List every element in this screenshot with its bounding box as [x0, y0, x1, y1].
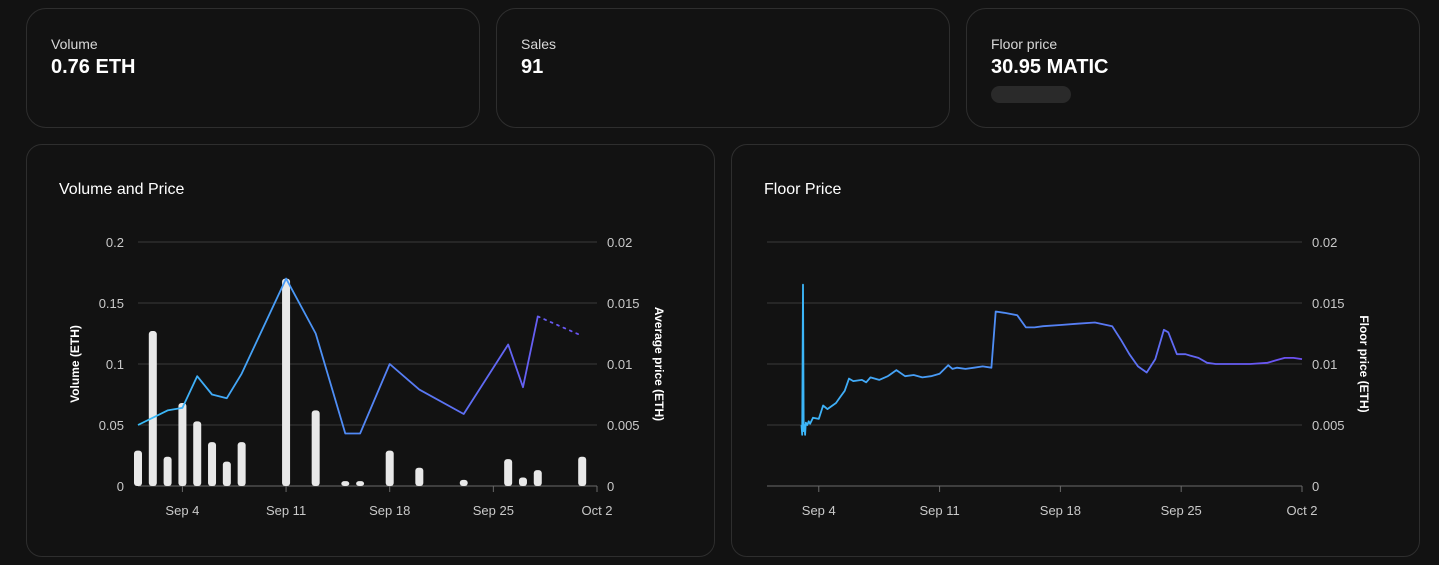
chart-title: Volume and Price [59, 181, 185, 198]
y2-tick-label: 0.015 [1312, 296, 1345, 311]
price-line [800, 283, 1303, 436]
x-tick-label: Sep 4 [165, 503, 199, 518]
y2-tick-label: 0.01 [607, 357, 632, 372]
volume-bar [504, 459, 513, 486]
volume-bar [193, 421, 202, 486]
x-tick-label: Sep 25 [473, 503, 514, 518]
stat-card-floor-price: Floor price 30.95 MATIC [966, 8, 1420, 128]
floor-price-card: Floor Price 0 0.005 0.01 0.015 0.02 Floor pri… [731, 144, 1420, 557]
projected-price-line [536, 315, 584, 337]
volume-bar [163, 456, 172, 486]
y2-tick-label: 0.015 [607, 296, 640, 311]
volume-bar [178, 403, 187, 486]
volume-bar [222, 461, 231, 486]
y2-tick-label: 0.01 [1312, 357, 1337, 372]
volume-bar [282, 278, 291, 486]
stat-value: 91 [521, 56, 544, 78]
x-tick-label: Sep 11 [919, 503, 959, 518]
y-tick-label: 0.05 [99, 418, 124, 433]
stat-label: Sales [521, 36, 557, 52]
floor-price-chart: 0 0.005 0.01 0.015 0.02 Floor price (ETH) Sep … [767, 235, 1371, 518]
y-tick-label: 0.1 [106, 357, 124, 372]
stat-value: 30.95 MATIC [991, 56, 1109, 78]
stat-card-volume: Volume 0.76 ETH [26, 8, 480, 128]
y-axis-title: Volume (ETH) [68, 325, 82, 403]
volume-bar [578, 456, 587, 486]
stat-value: 0.76 ETH [51, 56, 136, 78]
x-tick-label: Sep 25 [1161, 503, 1202, 518]
volume-price-chart: 0 0.005 0.01 0.015 0.02 0 0.05 0.1 0.15 0.2 Volume… [68, 235, 666, 518]
y2-tick-label: 0 [1312, 479, 1319, 494]
volume-bar [311, 410, 320, 486]
x-tick-label: Sep 4 [802, 503, 836, 518]
loading-skeleton [991, 86, 1071, 103]
y2-tick-label: 0.02 [607, 235, 632, 250]
volume-bar [415, 467, 424, 486]
x-tick-label: Oct 2 [1286, 503, 1317, 518]
volume-bar [533, 470, 542, 486]
x-tick-label: Oct 2 [581, 503, 612, 518]
y2-tick-label: 0.005 [1312, 418, 1345, 433]
y-tick-label: 0.2 [106, 235, 124, 250]
y2-axis-title: Average price (ETH) [652, 307, 666, 421]
volume-price-card: Volume and Price 0 0.005 0.01 0.015 0.02 0 0.0… [26, 144, 715, 557]
x-tick-label: Sep 18 [1040, 503, 1081, 518]
chart-title: Floor Price [764, 181, 842, 198]
volume-bar [518, 477, 527, 486]
y2-axis-title: Floor price (ETH) [1357, 315, 1371, 412]
stat-label: Floor price [991, 36, 1058, 52]
volume-bar [237, 442, 246, 486]
y-tick-label: 0 [117, 479, 124, 494]
y2-tick-label: 0.02 [1312, 235, 1337, 250]
x-tick-label: Sep 18 [369, 503, 410, 518]
volume-bar [148, 331, 157, 486]
x-tick-label: Sep 11 [266, 503, 306, 518]
volume-bar [134, 450, 142, 486]
volume-bar [459, 479, 468, 486]
volume-bar [385, 450, 394, 486]
y2-tick-label: 0 [607, 479, 614, 494]
stat-card-sales: Sales 91 [496, 8, 950, 128]
y2-tick-label: 0.005 [607, 418, 640, 433]
y-tick-label: 0.15 [99, 296, 124, 311]
volume-bar [208, 442, 217, 486]
price-line [137, 277, 539, 435]
stat-label: Volume [51, 36, 98, 52]
volume-bar [341, 481, 350, 486]
volume-bar [356, 481, 365, 486]
